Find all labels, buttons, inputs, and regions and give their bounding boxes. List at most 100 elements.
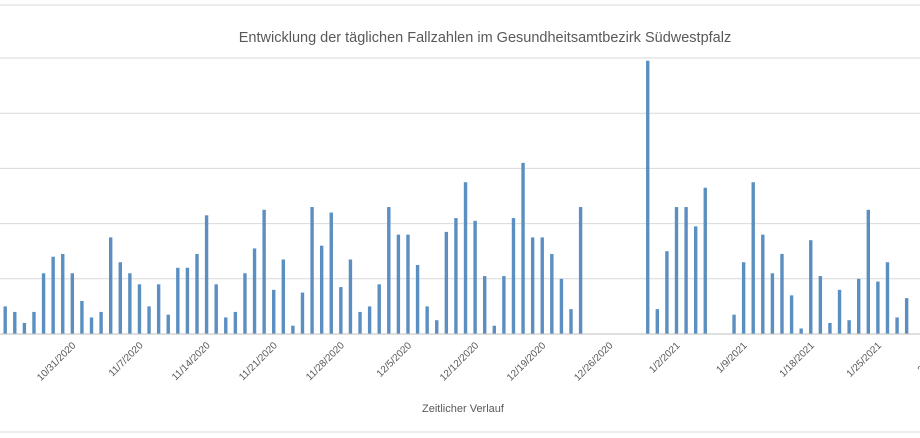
bar [291,325,295,334]
bar [214,284,218,334]
bar [435,320,439,334]
bar [780,253,784,334]
bar [185,267,190,334]
bar [521,162,525,334]
bar [99,311,103,334]
grid-lines [0,57,920,280]
x-tick-label: 10/31/2020 [35,340,78,383]
x-tick-label: 1/2/2021 [647,340,683,376]
bar [137,284,142,334]
bar [51,256,55,334]
bar [300,292,305,334]
bar [741,262,746,334]
bar-series [3,60,909,334]
bar [530,237,535,334]
bar [61,253,65,334]
bar [252,248,257,334]
bar [387,207,391,334]
bar [396,234,401,334]
bar [857,278,861,334]
bar [789,295,794,334]
x-tick-label: 11/28/2020 [304,340,347,383]
bar [204,215,209,334]
bar [128,273,132,334]
bar [732,314,736,334]
bar [473,220,477,334]
bar [761,234,765,334]
x-tick-label: 1/18/2021 [778,340,818,380]
bar [41,273,46,334]
bar [559,278,564,334]
bar [367,306,372,334]
bar [799,328,803,334]
bar [13,311,17,334]
bar [904,298,909,334]
bar [684,207,688,334]
bar [578,207,583,334]
bar [540,237,544,334]
bar [22,322,27,334]
bar [32,311,36,334]
bar [80,300,84,334]
bar [89,317,94,334]
bar [454,218,458,334]
bar [406,234,410,334]
bar [319,245,324,334]
x-tick-label: 12/26/2020 [572,340,615,383]
bar [156,284,161,334]
x-tick-label: 2/1/2021 [916,340,920,376]
x-tick-label: 1/9/2021 [714,340,750,376]
x-tick-label: 12/5/2020 [375,340,415,380]
bar [751,182,755,334]
bar [281,259,286,334]
x-axis-label: Zeitlicher Verlauf [422,403,505,415]
bar [895,317,899,334]
bar [646,60,650,334]
bar [224,317,228,334]
bar [837,289,842,334]
bar [195,253,199,334]
bar [377,284,381,334]
bar [176,267,180,334]
bar [262,209,266,334]
x-tick-labels: 10/31/2020 11/7/2020 11/14/2020 11/21/2020 1… [35,340,920,383]
bar [147,306,151,334]
bar [885,262,890,334]
bar [847,320,851,334]
chart-title: Entwicklung der täglichen Fallzahlen im … [239,30,731,46]
bar [828,322,832,334]
x-tick-label: 12/19/2020 [505,340,548,383]
bar [310,207,314,334]
bar [693,226,698,334]
bar [108,237,113,334]
x-tick-label: 11/7/2020 [107,340,146,379]
bar [70,273,75,334]
bar [415,265,420,334]
bar [550,253,554,334]
x-tick-label: 12/12/2020 [438,340,481,383]
bar [483,276,487,334]
bar [272,289,276,334]
bar [425,306,429,334]
bar [703,187,707,334]
bar [118,262,122,334]
bar [876,281,880,334]
bar [674,207,679,334]
x-tick-label: 11/21/2020 [237,340,280,383]
bar [770,273,775,334]
bar [348,259,353,334]
bar [665,251,669,334]
bar [243,273,247,334]
bar [818,276,823,334]
bar [329,212,333,334]
x-tick-label: 1/25/2021 [845,340,885,380]
bar [444,231,449,334]
bar [511,218,516,334]
bar [339,287,343,334]
bar [3,306,7,334]
x-tick-label: 11/14/2020 [170,340,213,383]
bar [492,325,496,334]
bar [166,314,170,334]
bar [809,240,813,334]
